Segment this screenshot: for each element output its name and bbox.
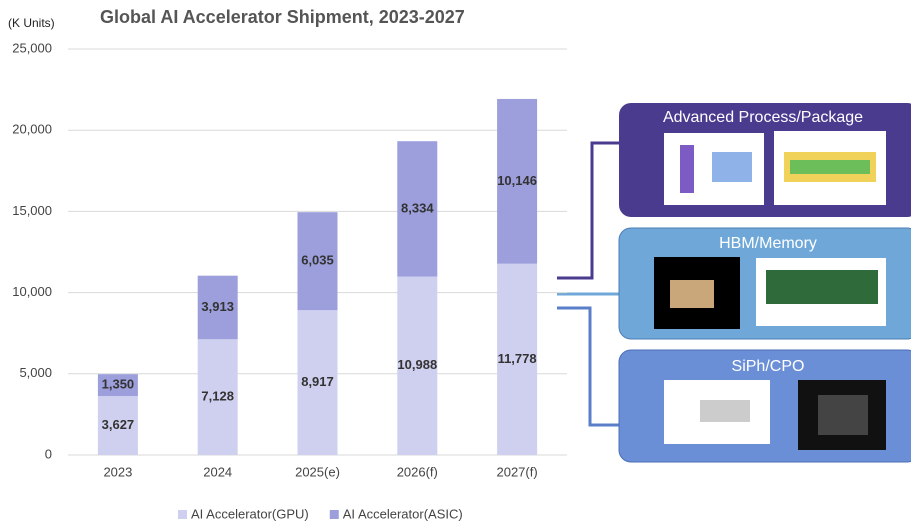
y-tick-label: 25,000: [12, 40, 52, 55]
value-label: 7,128: [201, 389, 234, 404]
bar-segment: [297, 212, 338, 311]
bar-segment: [197, 339, 238, 455]
value-label: 10,988: [397, 357, 437, 372]
y-tick-label: 5,000: [19, 365, 52, 380]
x-tick-label: 2027(f): [496, 464, 537, 479]
value-label: 3,627: [102, 417, 135, 432]
y-tick-label: 15,000: [12, 203, 52, 218]
value-label: 3,913: [201, 299, 234, 314]
y-tick-label: 20,000: [12, 122, 52, 137]
legend-swatch: [178, 510, 187, 519]
value-label: 8,334: [401, 200, 434, 215]
y-tick-label: 0: [45, 446, 52, 461]
value-label: 1,350: [102, 377, 135, 392]
connectors: [557, 141, 620, 427]
box-siph: SiPh/CPO: [618, 349, 911, 463]
value-label: 10,146: [497, 173, 537, 188]
value-label: 11,778: [498, 351, 537, 366]
x-tick-label: 2024: [203, 464, 232, 479]
bar-segment: [197, 275, 238, 340]
bar-segment: [397, 276, 438, 455]
box-label: SiPh/CPO: [732, 358, 805, 375]
value-label: 8,917: [301, 374, 334, 389]
box-label: Advanced Process/Package: [663, 109, 863, 126]
box-package: Advanced Process/Package: [619, 103, 911, 217]
bar-segment: [497, 263, 538, 455]
y-tick-label: 10,000: [12, 284, 52, 299]
bar-segment: [397, 141, 438, 277]
bar-segment: [497, 98, 538, 264]
value-label: 6,035: [301, 253, 334, 268]
bar-segment: [97, 374, 138, 397]
legend-label: AI Accelerator(GPU): [191, 506, 309, 521]
box-memory: HBM/Memory: [618, 227, 911, 340]
bar-segment: [297, 310, 338, 455]
x-tick-label: 2026(f): [397, 464, 438, 479]
box-label: HBM/Memory: [719, 235, 817, 252]
y-axis-label: (K Units): [8, 16, 55, 30]
chart-title: Global AI Accelerator Shipment, 2023-202…: [100, 7, 465, 27]
bar-segment: [97, 396, 138, 455]
x-tick-label: 2023: [103, 464, 132, 479]
legend-swatch: [329, 510, 339, 519]
x-tick-label: 2025(e): [295, 464, 340, 479]
legend-label: AI Accelerator(ASIC): [343, 506, 463, 521]
